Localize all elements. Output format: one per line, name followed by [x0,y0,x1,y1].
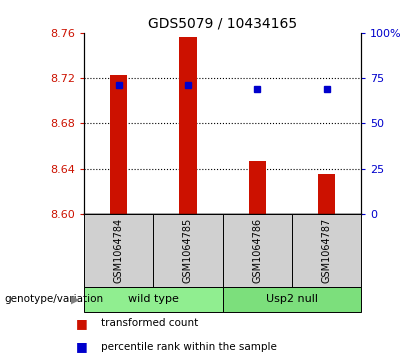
Bar [110,75,127,214]
Text: ■: ■ [76,340,87,353]
Text: GSM1064785: GSM1064785 [183,218,193,283]
Text: GSM1064787: GSM1064787 [322,218,331,283]
Bar [318,175,335,214]
Text: GSM1064784: GSM1064784 [114,218,123,283]
Text: GSM1064786: GSM1064786 [252,218,262,283]
Text: transformed count: transformed count [101,318,198,328]
Text: ▶: ▶ [71,294,80,305]
Text: wild type: wild type [128,294,179,305]
Text: Usp2 null: Usp2 null [266,294,318,305]
Bar [249,161,266,214]
Text: percentile rank within the sample: percentile rank within the sample [101,342,277,352]
Bar [179,37,197,214]
Title: GDS5079 / 10434165: GDS5079 / 10434165 [148,16,297,30]
Text: genotype/variation: genotype/variation [4,294,103,305]
Text: ■: ■ [76,317,87,330]
